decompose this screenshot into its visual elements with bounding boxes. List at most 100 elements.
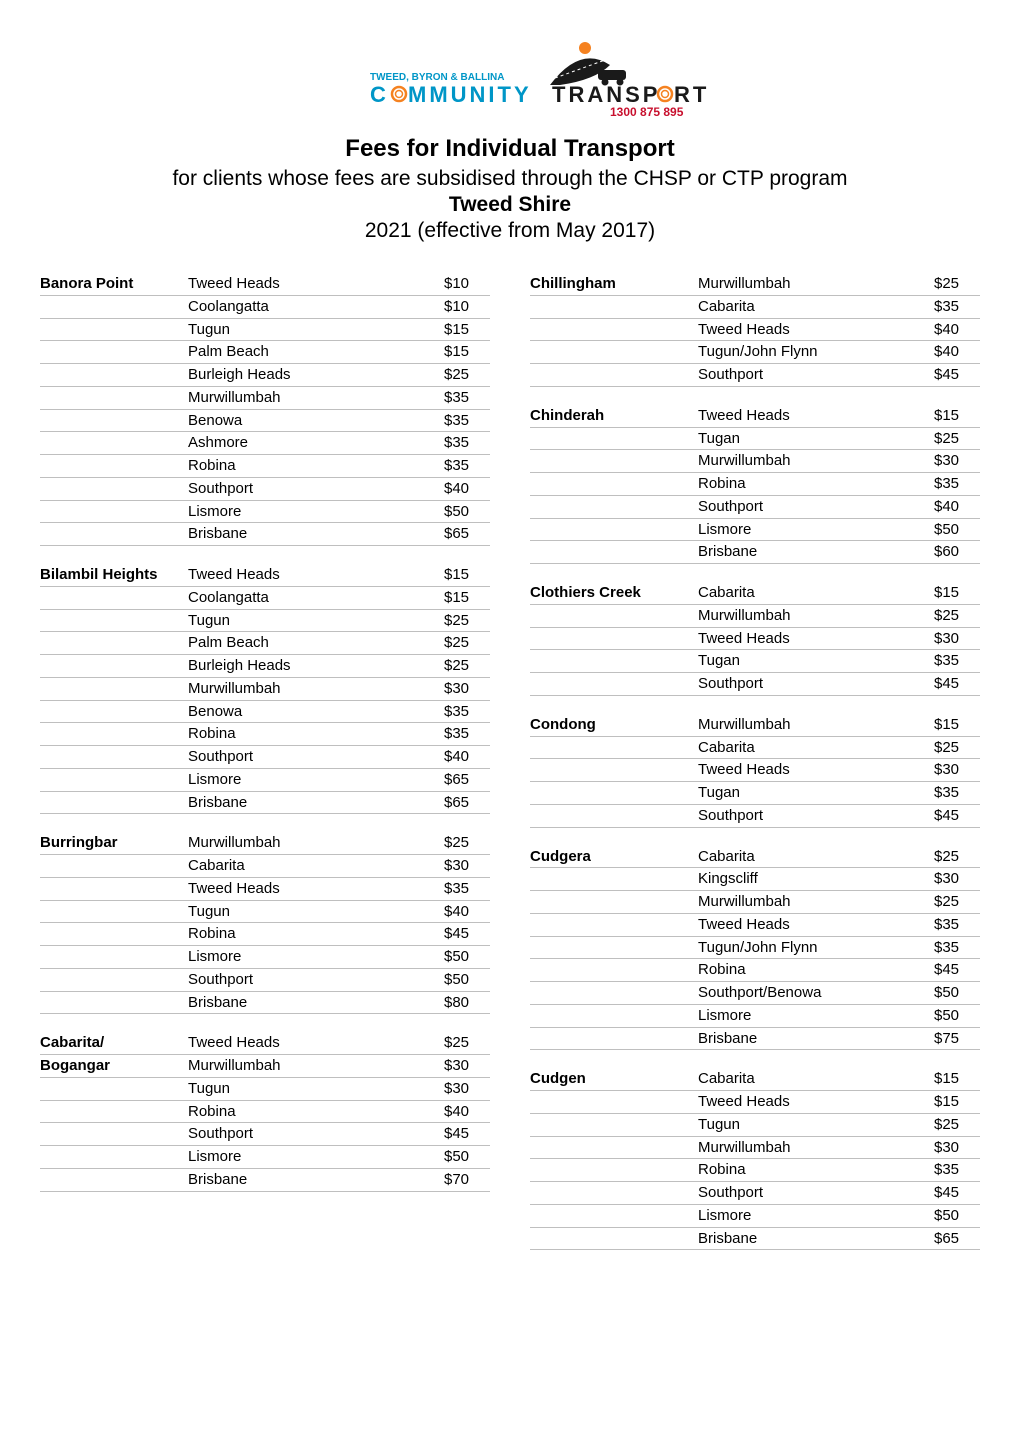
fare-row: Tweed Heads$40 bbox=[530, 319, 980, 342]
destination-cell: Lismore bbox=[188, 769, 444, 791]
destination-cell: Lismore bbox=[188, 946, 444, 968]
destination-cell: Robina bbox=[188, 923, 444, 945]
fare-cell: $50 bbox=[934, 982, 980, 1004]
shire-title: Tweed Shire bbox=[40, 193, 980, 217]
fare-cell: $35 bbox=[444, 455, 490, 477]
logo-container: TWEED, BYRON & BALLINA C MMUNITY TRANSP … bbox=[40, 30, 980, 125]
origin-cell bbox=[40, 501, 188, 523]
fare-group: CudgeraCabarita$25Kingscliff$30Murwillum… bbox=[530, 846, 980, 1051]
fare-row: Coolangatta$15 bbox=[40, 587, 490, 610]
fare-cell: $30 bbox=[444, 1055, 490, 1077]
origin-cell bbox=[40, 319, 188, 341]
origin-cell bbox=[530, 891, 698, 913]
fare-row: Southport$40 bbox=[40, 746, 490, 769]
origin-cell bbox=[40, 655, 188, 677]
fare-group: CudgenCabarita$15Tweed Heads$15Tugun$25M… bbox=[530, 1068, 980, 1250]
fare-row: Palm Beach$15 bbox=[40, 341, 490, 364]
fare-cell: $15 bbox=[444, 341, 490, 363]
fare-cell: $45 bbox=[444, 1123, 490, 1145]
origin-cell bbox=[40, 855, 188, 877]
fare-columns: Banora PointTweed Heads$10Coolangatta$10… bbox=[40, 273, 980, 1268]
origin-cell bbox=[530, 937, 698, 959]
destination-cell: Tweed Heads bbox=[188, 878, 444, 900]
fare-row: Kingscliff$30 bbox=[530, 868, 980, 891]
destination-cell: Southport bbox=[188, 969, 444, 991]
fare-cell: $35 bbox=[934, 782, 980, 804]
fare-row: Brisbane$60 bbox=[530, 541, 980, 564]
fare-row: Murwillumbah$30 bbox=[530, 450, 980, 473]
fare-cell: $25 bbox=[444, 364, 490, 386]
fare-cell: $25 bbox=[934, 1114, 980, 1136]
origin-cell bbox=[530, 673, 698, 695]
destination-cell: Brisbane bbox=[698, 1028, 934, 1050]
fare-cell: $25 bbox=[444, 655, 490, 677]
fare-row: Murwillumbah$30 bbox=[40, 678, 490, 701]
fare-cell: $35 bbox=[934, 473, 980, 495]
fare-cell: $15 bbox=[444, 587, 490, 609]
destination-cell: Tweed Heads bbox=[698, 759, 934, 781]
fare-row: Southport$50 bbox=[40, 969, 490, 992]
fare-cell: $50 bbox=[934, 1205, 980, 1227]
origin-cell bbox=[40, 610, 188, 632]
fare-row: Tugun$25 bbox=[530, 1114, 980, 1137]
destination-cell: Tweed Heads bbox=[188, 273, 444, 295]
fare-cell: $30 bbox=[444, 855, 490, 877]
origin-cell bbox=[40, 1078, 188, 1100]
fare-cell: $35 bbox=[934, 914, 980, 936]
origin-cell bbox=[530, 628, 698, 650]
fare-cell: $35 bbox=[444, 723, 490, 745]
origin-cell bbox=[40, 923, 188, 945]
destination-cell: Tugun bbox=[188, 901, 444, 923]
fare-row: Tugun/John Flynn$40 bbox=[530, 341, 980, 364]
fare-row: Murwillumbah$25 bbox=[530, 605, 980, 628]
left-column: Banora PointTweed Heads$10Coolangatta$10… bbox=[40, 273, 490, 1268]
origin-cell bbox=[40, 296, 188, 318]
origin-cell: Clothiers Creek bbox=[530, 582, 698, 604]
origin-cell bbox=[530, 473, 698, 495]
fare-cell: $15 bbox=[934, 405, 980, 427]
origin-cell bbox=[530, 982, 698, 1004]
origin-cell bbox=[40, 901, 188, 923]
destination-cell: Cabarita bbox=[698, 737, 934, 759]
svg-text:RT: RT bbox=[674, 82, 709, 107]
fare-cell: $15 bbox=[934, 582, 980, 604]
fare-row: Lismore$50 bbox=[530, 519, 980, 542]
destination-cell: Tweed Heads bbox=[698, 405, 934, 427]
origin-cell bbox=[530, 496, 698, 518]
fare-row: Tweed Heads$30 bbox=[530, 759, 980, 782]
logo: TWEED, BYRON & BALLINA C MMUNITY TRANSP … bbox=[300, 30, 720, 120]
fare-row: Bilambil HeightsTweed Heads$15 bbox=[40, 564, 490, 587]
destination-cell: Murwillumbah bbox=[698, 714, 934, 736]
origin-cell bbox=[40, 946, 188, 968]
fare-group: ChillinghamMurwillumbah$25Cabarita$35Twe… bbox=[530, 273, 980, 387]
fare-row: Ashmore$35 bbox=[40, 432, 490, 455]
destination-cell: Tugun bbox=[188, 319, 444, 341]
origin-cell bbox=[40, 523, 188, 545]
origin-cell bbox=[40, 701, 188, 723]
fare-cell: $35 bbox=[444, 432, 490, 454]
fare-row: Brisbane$65 bbox=[40, 523, 490, 546]
destination-cell: Tweed Heads bbox=[188, 564, 444, 586]
svg-text:TRANSP: TRANSP bbox=[552, 82, 660, 107]
fare-cell: $25 bbox=[444, 610, 490, 632]
origin-cell bbox=[40, 410, 188, 432]
fare-row: CudgenCabarita$15 bbox=[530, 1068, 980, 1091]
origin-cell bbox=[40, 1146, 188, 1168]
origin-cell bbox=[530, 650, 698, 672]
fare-cell: $25 bbox=[934, 737, 980, 759]
destination-cell: Brisbane bbox=[188, 992, 444, 1014]
origin-cell bbox=[40, 769, 188, 791]
destination-cell: Murwillumbah bbox=[698, 1137, 934, 1159]
fare-group: ChinderahTweed Heads$15Tugan$25Murwillum… bbox=[530, 405, 980, 564]
origin-cell bbox=[40, 992, 188, 1014]
fare-row: Lismore$50 bbox=[530, 1205, 980, 1228]
fare-cell: $35 bbox=[444, 701, 490, 723]
origin-cell bbox=[530, 364, 698, 386]
fare-row: Tugun/John Flynn$35 bbox=[530, 937, 980, 960]
origin-cell bbox=[40, 387, 188, 409]
fare-row: Benowa$35 bbox=[40, 701, 490, 724]
fare-cell: $50 bbox=[934, 1005, 980, 1027]
fare-cell: $25 bbox=[444, 1032, 490, 1054]
fare-row: ChillinghamMurwillumbah$25 bbox=[530, 273, 980, 296]
svg-text:C: C bbox=[370, 82, 389, 107]
